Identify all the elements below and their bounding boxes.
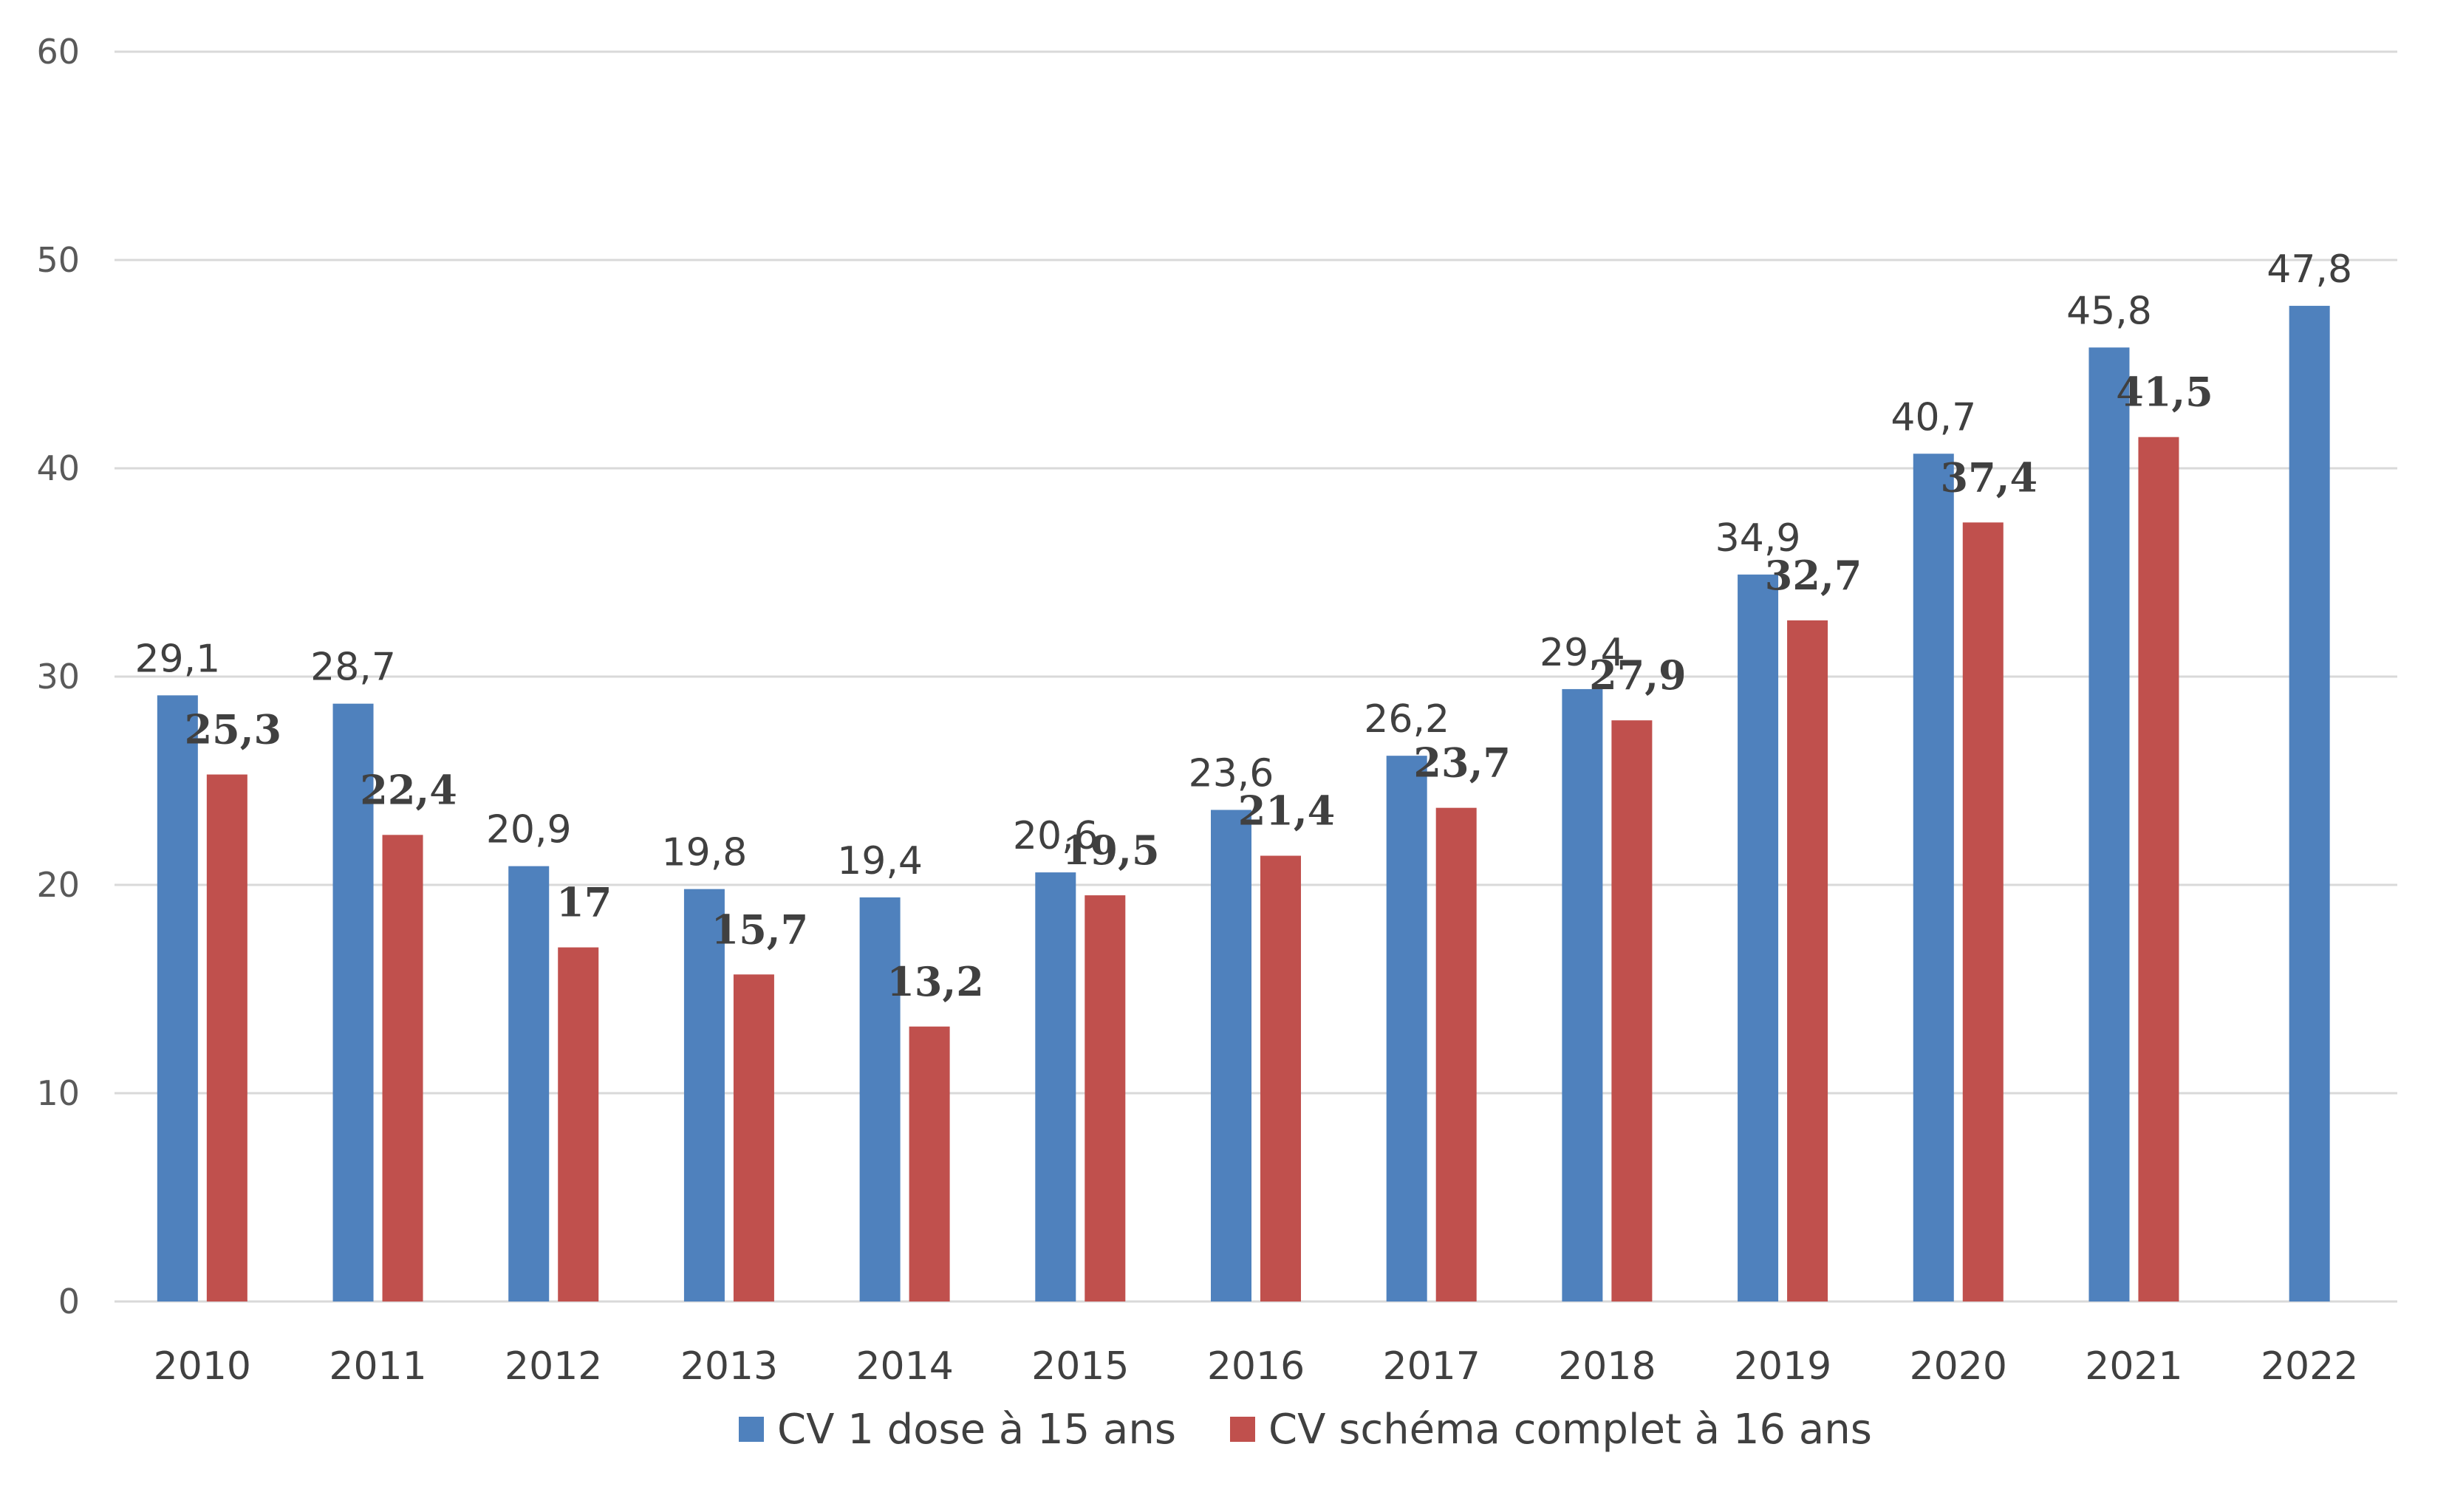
bar-series-1 [683,889,725,1301]
data-label-series-2: 32,7 [1765,552,1862,599]
y-tick-label: 50 [36,240,80,280]
y-tick-label: 30 [36,657,80,697]
bar-series-1 [157,695,198,1301]
data-label-series-2: 37,4 [1941,454,2038,501]
x-tick-label: 2020 [1910,1344,2007,1389]
legend: CV 1 dose à 15 ans CV schéma complet à 16… [739,1406,1872,1454]
y-tick-label: 0 [58,1282,80,1321]
data-label-series-1: 29,1 [134,637,220,681]
x-tick-label: 2013 [680,1344,778,1389]
data-label-series-1: 40,7 [1890,395,1976,439]
data-label-series-1: 20,6 [1013,814,1099,858]
y-tick-label: 60 [36,32,80,72]
bar-series-2 [1085,895,1126,1301]
x-tick-label: 2010 [154,1344,251,1389]
y-axis-ticks: 0 10 20 30 40 50 60 [36,32,80,1321]
gridlines [115,50,2397,1303]
bar-series-1 [1386,756,1427,1301]
data-label-series-2: 19,5 [1062,827,1160,874]
bar-series-1 [1211,810,1251,1301]
y-tick-label: 10 [36,1073,80,1113]
bar-series-1 [2088,347,2130,1302]
data-label-series-1: 34,9 [1715,516,1801,561]
bar-series-1 [1913,454,1954,1301]
bar-series-2 [2138,437,2179,1302]
data-label-series-2: 21,4 [1238,787,1336,835]
legend-label-series-1: CV 1 dose à 15 ans [777,1406,1176,1454]
data-label-series-2: 15,7 [711,906,809,953]
x-tick-label: 2014 [855,1344,953,1389]
data-label-series-1: 19,8 [662,831,748,875]
y-tick-label: 20 [36,865,80,905]
bar-series-1 [1562,688,1603,1301]
data-label-series-1: 45,8 [2066,289,2152,333]
bar-series-2 [1435,807,1477,1301]
data-label-series-2: 23,7 [1413,739,1511,787]
data-label-series-1: 20,9 [486,808,572,852]
data-label-series-1: 47,8 [2267,247,2352,292]
x-tick-label: 2019 [1734,1344,1831,1389]
bar-series-2 [1260,855,1301,1301]
data-label-series-2: 27,9 [1589,651,1687,699]
bar-series-1 [1035,872,1076,1301]
x-tick-label: 2018 [1558,1344,1656,1389]
bar-series-1 [859,897,901,1301]
x-tick-label: 2022 [2261,1344,2358,1389]
data-label-series-2: 13,2 [887,958,984,1005]
data-label-series-1: 23,6 [1189,751,1274,796]
legend-swatch-series-1 [739,1417,764,1442]
bar-series-1 [332,703,374,1301]
data-label-series-2: 25,3 [185,706,282,753]
x-tick-label: 2017 [1383,1344,1480,1389]
x-tick-label: 2021 [2085,1344,2182,1389]
legend-label-series-2: CV schéma complet à 16 ans [1268,1406,1872,1454]
data-label-series-2: 17 [556,879,612,926]
x-axis-ticks: 2010 2011 2012 2013 2014 2015 2016 2017 2018 2019… [154,1344,2359,1389]
bar-series-1 [2289,306,2330,1301]
x-tick-label: 2012 [505,1344,602,1389]
x-tick-label: 2016 [1207,1344,1305,1389]
bar-series-1 [1738,574,1779,1301]
bar-series-1 [508,866,550,1301]
bars [157,306,2330,1302]
x-tick-label: 2015 [1031,1344,1129,1389]
data-label-series-2: 41,5 [2116,369,2213,416]
data-label-series-1: 19,4 [837,839,923,883]
y-tick-label: 40 [36,448,80,488]
bar-series-2 [382,835,423,1301]
data-label-series-2: 22,4 [360,766,457,813]
bar-series-2 [1611,720,1653,1301]
bar-series-2 [909,1026,950,1301]
bar-series-2 [206,774,247,1301]
data-label-series-1: 26,2 [1364,697,1449,742]
bar-series-2 [1962,522,2004,1301]
x-tick-label: 2011 [329,1344,426,1389]
data-label-series-1: 28,7 [310,646,396,690]
data-labels: 29,1 25,3 28,7 22,4 20,9 17 19,8 15,7 19,4 13,2 20… [134,247,2352,1005]
bar-series-2 [1787,620,1828,1301]
legend-swatch-series-2 [1230,1417,1255,1442]
bar-series-2 [733,974,774,1301]
data-label-series-1: 29,4 [1540,631,1625,675]
bar-series-2 [558,947,599,1301]
